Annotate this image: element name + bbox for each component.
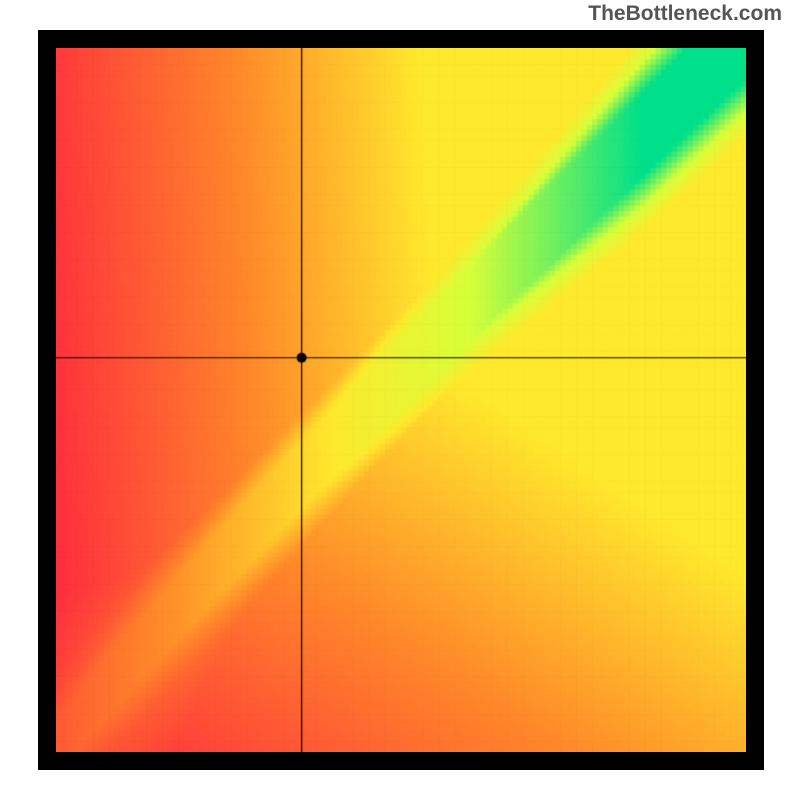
- heatmap-canvas: [56, 48, 746, 752]
- watermark-text: TheBottleneck.com: [588, 2, 782, 26]
- heatmap-chart: [38, 30, 764, 770]
